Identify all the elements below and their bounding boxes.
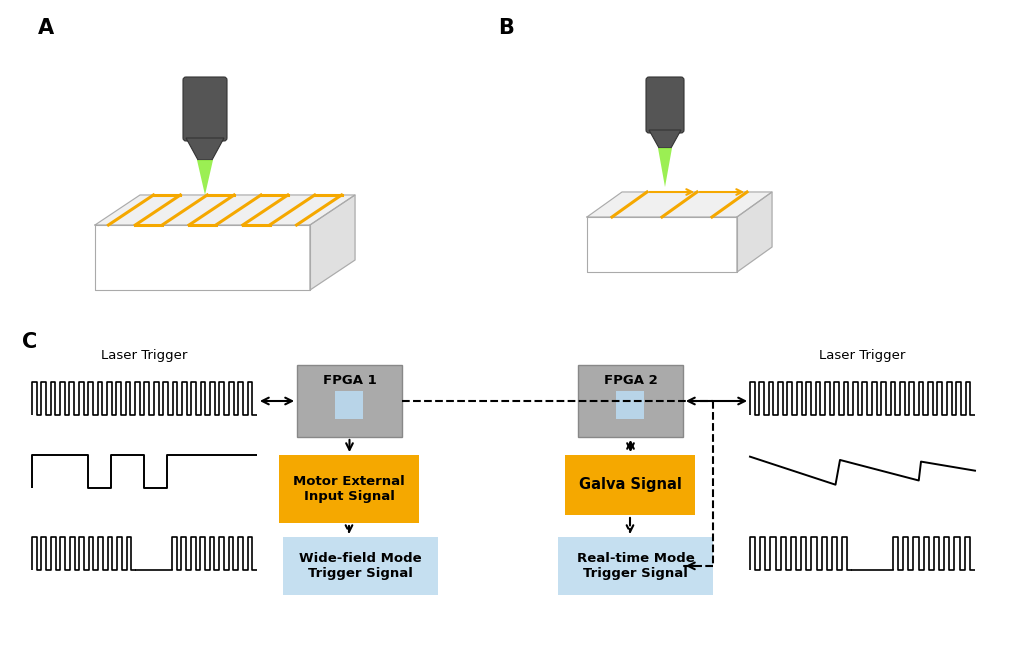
Polygon shape [197, 160, 213, 195]
Polygon shape [95, 225, 310, 290]
FancyBboxPatch shape [279, 455, 419, 523]
FancyBboxPatch shape [183, 77, 227, 141]
Text: Wide-field Mode
Trigger Signal: Wide-field Mode Trigger Signal [300, 552, 422, 580]
Text: A: A [38, 18, 54, 38]
Polygon shape [658, 148, 672, 187]
FancyBboxPatch shape [616, 391, 644, 419]
FancyBboxPatch shape [283, 537, 438, 595]
Polygon shape [737, 192, 772, 272]
Polygon shape [310, 195, 355, 290]
Text: Real-time Mode
Trigger Signal: Real-time Mode Trigger Signal [577, 552, 694, 580]
Text: Motor External
Input Signal: Motor External Input Signal [293, 475, 405, 503]
FancyBboxPatch shape [558, 537, 713, 595]
Text: C: C [22, 332, 38, 352]
FancyBboxPatch shape [565, 455, 695, 515]
Polygon shape [587, 192, 772, 217]
FancyBboxPatch shape [646, 77, 684, 133]
Text: Laser Trigger: Laser Trigger [101, 349, 187, 362]
Polygon shape [649, 130, 681, 148]
Polygon shape [587, 217, 737, 272]
FancyBboxPatch shape [297, 365, 403, 437]
Polygon shape [95, 195, 355, 225]
FancyBboxPatch shape [335, 391, 364, 419]
FancyBboxPatch shape [578, 365, 683, 437]
Text: Galva Signal: Galva Signal [579, 478, 682, 493]
Text: FPGA 1: FPGA 1 [323, 374, 376, 386]
Text: FPGA 2: FPGA 2 [603, 374, 657, 386]
Polygon shape [186, 138, 224, 160]
Text: Laser Trigger: Laser Trigger [819, 349, 906, 362]
Text: B: B [498, 18, 514, 38]
